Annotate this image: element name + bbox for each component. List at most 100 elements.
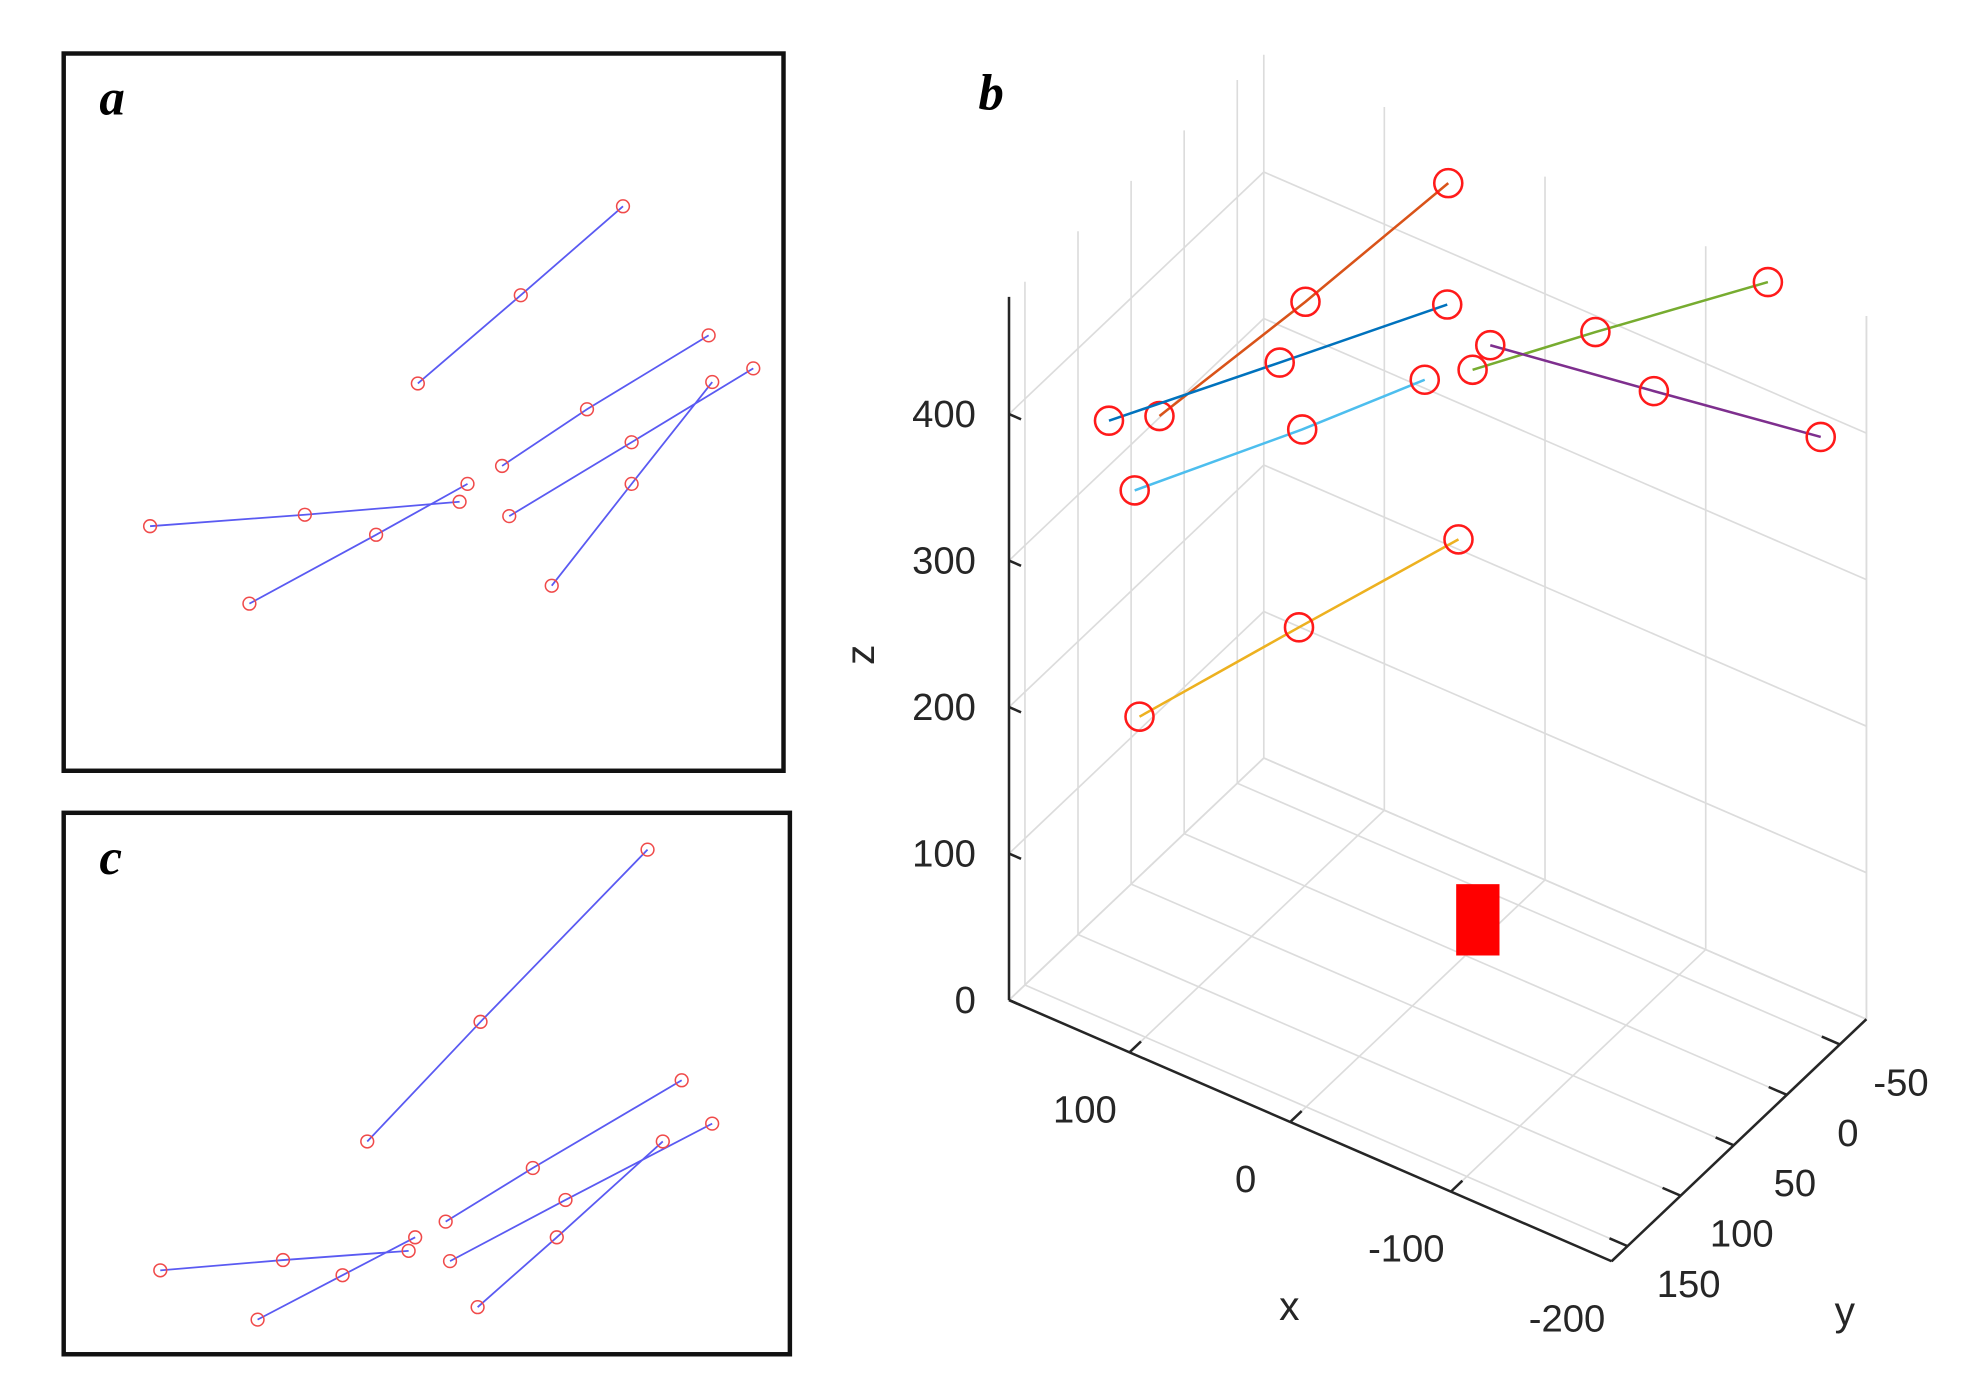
x-tick (1450, 1179, 1464, 1193)
point-marker (297, 507, 312, 522)
point-marker (460, 476, 475, 491)
z-tick (1008, 852, 1022, 860)
y-tick (1821, 1035, 1841, 1046)
panel-frame (61, 810, 793, 1357)
z-tick (1008, 998, 1022, 1007)
x-axis (1008, 998, 1613, 1263)
trajectory-line (257, 1236, 416, 1321)
point-marker (615, 199, 631, 214)
panel-letter: b (978, 66, 1003, 122)
point-marker (746, 361, 761, 376)
trajectory-line (551, 381, 713, 587)
trajectory-line (1134, 378, 1426, 492)
trajectory-line (417, 205, 624, 385)
point-marker (368, 527, 384, 542)
point-marker (1264, 347, 1296, 378)
x-tick-label: 100 (1053, 1088, 1117, 1131)
y-tick (1662, 1186, 1682, 1197)
point-marker (473, 1014, 488, 1029)
point-marker (579, 402, 595, 417)
point-marker (250, 1312, 265, 1327)
box-edge (1008, 757, 1265, 1001)
point-marker (624, 476, 639, 491)
trajectory-line (1108, 303, 1448, 422)
trajectory-line (1472, 280, 1769, 372)
wall-grid-line (1008, 171, 1265, 415)
trajectory-line (366, 849, 649, 1143)
x-tick-label: 0 (1235, 1158, 1256, 1201)
wall-grid-line (1008, 610, 1265, 855)
point-marker (1432, 167, 1464, 199)
y-axis (1610, 1018, 1868, 1263)
point-marker (494, 458, 510, 474)
y-tick-label: 0 (1837, 1112, 1858, 1155)
point-marker (544, 578, 559, 593)
point-marker (674, 1073, 689, 1088)
point-marker (1290, 286, 1321, 318)
point-marker (1409, 364, 1441, 396)
point-marker (408, 1230, 423, 1245)
point-marker (1093, 405, 1125, 436)
point-marker (1124, 701, 1155, 732)
point-marker (1580, 316, 1611, 348)
point-marker (153, 1263, 168, 1278)
z-axis-label: z (837, 645, 883, 665)
x-tick (1128, 1040, 1142, 1054)
point-marker (624, 435, 639, 450)
red-object (1456, 884, 1500, 956)
point-marker (442, 1253, 458, 1269)
point-marker (549, 1230, 564, 1245)
floor-grid-line (1077, 933, 1681, 1197)
point-marker (701, 328, 716, 343)
floor-grid-line (1183, 832, 1788, 1096)
trajectory-line (501, 334, 710, 467)
x-tick-label: -100 (1368, 1228, 1445, 1271)
point-marker (558, 1192, 573, 1208)
z-tick-label: 400 (912, 393, 976, 436)
y-tick (1608, 1237, 1629, 1248)
point-marker (525, 1160, 540, 1176)
point-marker (502, 509, 517, 524)
trajectory-line (248, 483, 468, 605)
x-tick-label: -200 (1529, 1297, 1606, 1340)
wall-grid-line (1008, 317, 1265, 562)
point-marker (1144, 400, 1175, 432)
point-marker (655, 1134, 670, 1149)
wall-grid-line (1263, 171, 1867, 434)
point-marker (242, 596, 257, 611)
panel-frame (61, 51, 786, 773)
point-marker (360, 1134, 375, 1149)
point-marker (1752, 266, 1784, 298)
y-tick-label: 100 (1710, 1213, 1774, 1256)
trajectory-line (477, 1140, 664, 1308)
point-marker (640, 842, 655, 857)
trajectory-line (1138, 538, 1460, 718)
z-tick-label: 100 (912, 832, 976, 875)
z-tick (1008, 559, 1022, 567)
wall-grid-line (1263, 464, 1867, 727)
point-marker (1638, 375, 1670, 407)
trajectory-line (445, 1079, 683, 1223)
trajectory-line (150, 500, 460, 528)
figure-body: a b-200-1000100-500501001500100200300400x… (61, 51, 1929, 1357)
floor-grid-line (1130, 883, 1735, 1147)
point-marker (1457, 354, 1488, 386)
x-tick (1289, 1110, 1303, 1123)
panel-letter: c (99, 830, 122, 886)
trajectory-line (508, 367, 754, 517)
z-tick (1008, 412, 1022, 421)
point-marker (1283, 612, 1315, 643)
wall-grid-line (1008, 464, 1265, 708)
y-axis-label: y (1835, 1288, 1856, 1334)
point-marker (142, 519, 158, 534)
point-marker (335, 1268, 350, 1283)
point-marker (1286, 414, 1318, 445)
point-marker (470, 1300, 485, 1315)
trajectory-line (1158, 182, 1450, 418)
y-tick (1768, 1085, 1788, 1097)
point-marker (401, 1243, 416, 1258)
point-marker (1431, 289, 1463, 320)
point-marker (275, 1252, 291, 1268)
x-axis-label: x (1279, 1283, 1299, 1329)
point-marker (1443, 524, 1474, 555)
